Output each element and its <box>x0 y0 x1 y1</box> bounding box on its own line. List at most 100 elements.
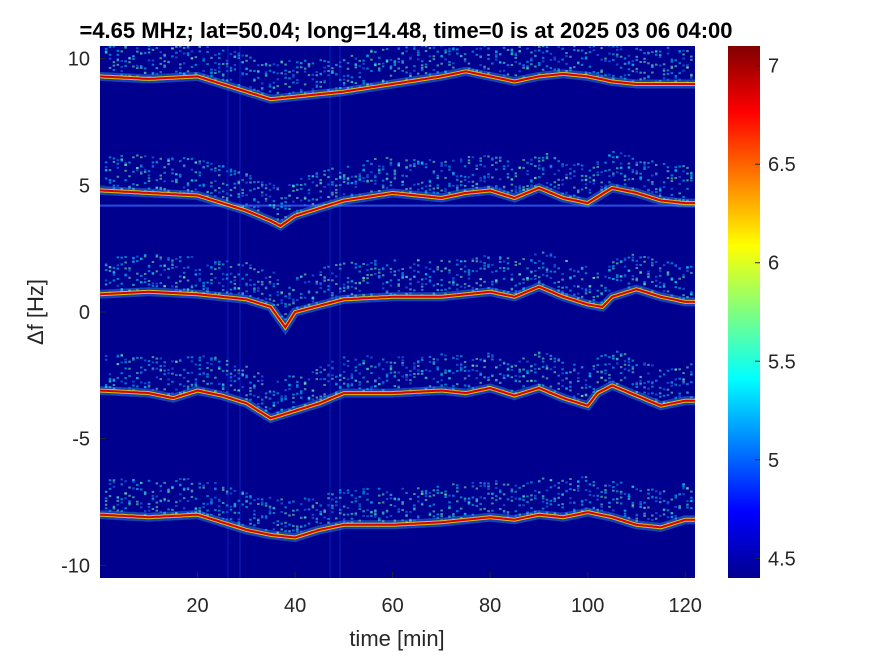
speckle <box>331 183 334 186</box>
speckle <box>674 166 678 169</box>
speckle <box>288 208 291 211</box>
speckle <box>393 497 397 500</box>
speckle <box>241 277 244 280</box>
speckle <box>159 273 162 276</box>
speckle <box>631 64 635 67</box>
speckle <box>245 492 248 495</box>
x-tick-label: 60 <box>381 595 403 617</box>
speckle <box>315 74 319 77</box>
speckle <box>409 266 412 269</box>
speckle <box>643 163 646 166</box>
speckle <box>221 278 225 281</box>
speckle <box>350 175 354 178</box>
speckle <box>514 260 518 263</box>
speckle <box>635 279 638 282</box>
speckle <box>690 271 693 274</box>
speckle <box>506 172 510 175</box>
speckle <box>151 490 155 493</box>
speckle <box>374 157 377 160</box>
speckle <box>612 172 615 175</box>
speckle <box>662 401 666 404</box>
speckle <box>483 175 486 178</box>
speckle <box>218 282 221 285</box>
speckle <box>370 365 373 368</box>
speckle <box>280 292 283 295</box>
speckle <box>307 508 311 511</box>
speckle <box>424 387 428 390</box>
speckle <box>401 487 404 490</box>
speckle <box>139 52 143 55</box>
speckle <box>210 362 213 365</box>
speckle <box>444 495 447 498</box>
speckle <box>342 518 346 521</box>
speckle <box>409 72 412 75</box>
speckle <box>588 372 592 375</box>
speckle <box>175 70 178 73</box>
speckle <box>389 65 393 68</box>
speckle <box>463 189 467 192</box>
speckle <box>553 366 557 369</box>
speckle <box>573 502 576 505</box>
speckle <box>385 186 389 189</box>
speckle <box>588 490 592 493</box>
speckle <box>354 82 358 85</box>
speckle <box>179 478 182 481</box>
speckle <box>229 53 233 56</box>
speckle <box>475 377 479 380</box>
speckle <box>120 256 123 259</box>
speckle <box>362 262 365 265</box>
speckle <box>171 180 174 183</box>
speckle <box>264 406 268 409</box>
y-tick-label: 5 <box>79 175 90 197</box>
speckle <box>413 376 416 379</box>
speckle <box>483 507 486 510</box>
speckle <box>323 170 326 173</box>
y-tick-label: -5 <box>72 429 90 451</box>
speckle <box>381 179 385 182</box>
speckle <box>225 492 229 495</box>
speckle <box>272 404 276 407</box>
speckle <box>686 383 689 386</box>
speckle <box>280 72 283 75</box>
speckle <box>381 80 385 83</box>
speckle <box>253 517 256 520</box>
speckle <box>186 486 190 489</box>
speckle <box>346 178 350 181</box>
speckle <box>335 63 338 66</box>
speckle <box>104 165 108 168</box>
speckle <box>264 184 268 187</box>
speckle <box>112 485 116 488</box>
speckle <box>182 165 186 168</box>
speckle <box>405 378 408 381</box>
speckle <box>588 46 592 49</box>
speckle <box>225 62 229 65</box>
speckle <box>612 265 615 268</box>
speckle <box>139 65 143 68</box>
speckle <box>186 488 190 491</box>
speckle <box>479 508 482 511</box>
speckle <box>432 47 436 50</box>
speckle <box>553 357 557 360</box>
speckle <box>120 60 123 63</box>
speckle <box>428 279 432 282</box>
speckle <box>319 504 322 507</box>
speckle <box>143 255 147 258</box>
speckle <box>596 163 599 166</box>
speckle <box>479 496 482 499</box>
speckle <box>132 358 135 361</box>
speckle <box>221 285 225 288</box>
speckle <box>522 188 525 191</box>
speckle <box>424 191 428 194</box>
speckle <box>179 175 182 178</box>
speckle <box>662 162 666 165</box>
speckle <box>175 373 178 376</box>
speckle <box>374 515 377 518</box>
speckle <box>163 166 166 169</box>
speckle <box>233 170 237 173</box>
speckle <box>686 199 689 202</box>
speckle <box>514 52 518 55</box>
speckle <box>635 58 638 61</box>
speckle <box>569 177 572 180</box>
speckle <box>374 259 377 262</box>
speckle <box>459 496 463 499</box>
